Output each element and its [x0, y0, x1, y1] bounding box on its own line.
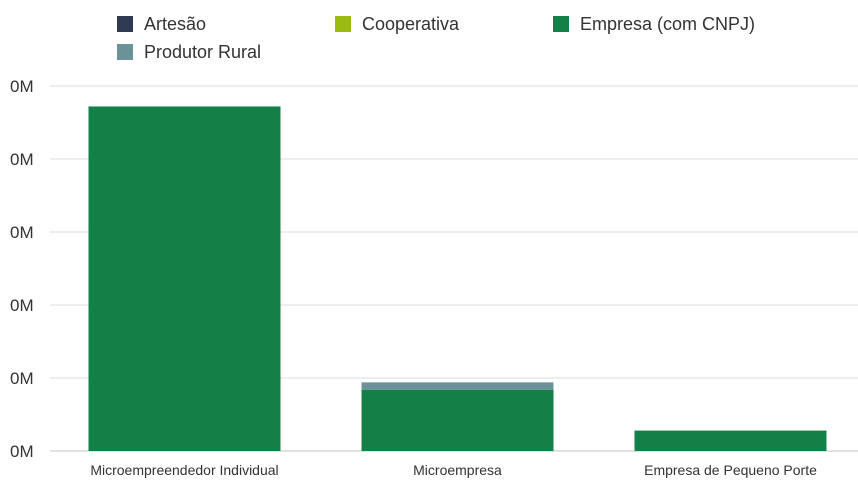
legend-label: Artesão	[144, 14, 206, 34]
x-tick-label: Microempresa	[413, 462, 502, 478]
legend-item[interactable]: Artesão	[117, 14, 206, 34]
bars	[88, 106, 827, 451]
x-tick-label: Empresa de Pequeno Porte	[644, 462, 817, 478]
bar-segment[interactable]	[361, 389, 554, 451]
y-tick-label: 0M	[10, 369, 34, 388]
bar-segment[interactable]	[361, 382, 554, 390]
legend-label: Cooperativa	[362, 14, 460, 34]
y-tick-label: 0M	[10, 296, 34, 315]
legend-item[interactable]: Empresa (com CNPJ)	[553, 14, 755, 34]
legend-label: Produtor Rural	[144, 42, 261, 62]
y-tick-label: 0M	[10, 442, 34, 461]
legend-swatch	[335, 16, 351, 32]
legend-item[interactable]: Cooperativa	[335, 14, 460, 34]
legend-swatch	[117, 44, 133, 60]
legend-swatch	[117, 16, 133, 32]
y-tick-label: 0M	[10, 150, 34, 169]
y-tick-label: 0M	[10, 77, 34, 96]
legend-item[interactable]: Produtor Rural	[117, 42, 261, 62]
axes: 0M 0M 0M 0M 0M 0M Microempreendedor Individual…	[10, 77, 817, 478]
bar-stack[interactable]	[88, 106, 281, 451]
bar-stack[interactable]	[361, 382, 554, 451]
bar-segment[interactable]	[88, 106, 281, 451]
legend: Artesão Cooperativa Empresa (com CNPJ) Prod…	[117, 14, 755, 62]
x-tick-label: Microempreendedor Individual	[90, 462, 278, 478]
legend-label: Empresa (com CNPJ)	[580, 14, 755, 34]
bar-stack[interactable]	[634, 430, 827, 451]
legend-swatch	[553, 16, 569, 32]
bar-segment[interactable]	[634, 430, 827, 451]
y-tick-label: 0M	[10, 223, 34, 242]
